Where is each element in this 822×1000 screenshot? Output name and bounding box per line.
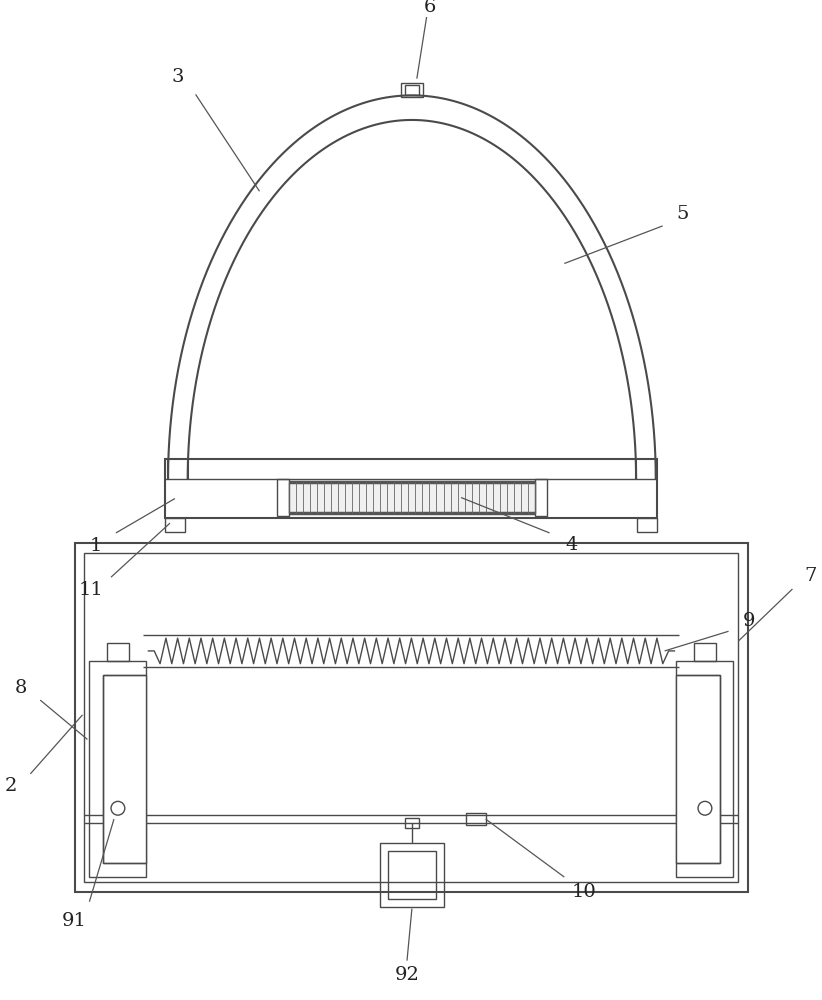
Bar bbox=[694, 643, 716, 661]
Bar bbox=[637, 518, 657, 532]
Bar bbox=[277, 479, 289, 516]
Text: 8: 8 bbox=[14, 679, 27, 697]
Bar bbox=[103, 675, 146, 863]
Bar bbox=[381, 843, 445, 907]
Text: 6: 6 bbox=[423, 0, 436, 16]
Bar bbox=[75, 543, 748, 892]
Text: 10: 10 bbox=[571, 883, 597, 901]
Bar bbox=[90, 661, 146, 877]
Bar bbox=[535, 479, 547, 516]
Bar bbox=[677, 675, 720, 863]
Bar bbox=[388, 851, 436, 899]
Bar bbox=[289, 482, 535, 513]
Text: 11: 11 bbox=[79, 581, 104, 599]
Text: 3: 3 bbox=[172, 68, 184, 86]
Text: 92: 92 bbox=[395, 966, 419, 984]
Bar bbox=[107, 643, 129, 661]
Bar bbox=[85, 553, 738, 882]
Text: 1: 1 bbox=[90, 537, 103, 555]
Text: 7: 7 bbox=[804, 567, 816, 585]
Bar bbox=[677, 661, 733, 877]
Text: 4: 4 bbox=[565, 536, 577, 554]
Bar bbox=[405, 818, 418, 828]
Bar bbox=[165, 459, 657, 518]
Text: 5: 5 bbox=[677, 205, 689, 223]
Text: 9: 9 bbox=[743, 612, 755, 630]
Bar bbox=[165, 518, 185, 532]
Bar bbox=[401, 83, 423, 97]
Text: 91: 91 bbox=[62, 912, 87, 930]
Bar bbox=[466, 813, 486, 825]
Bar bbox=[405, 85, 418, 95]
Text: 2: 2 bbox=[5, 777, 17, 795]
